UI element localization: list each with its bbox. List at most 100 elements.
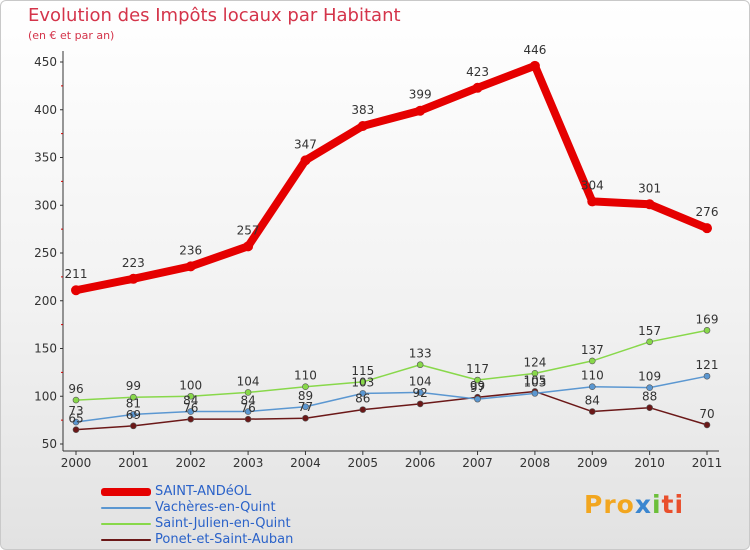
data-point [72, 396, 80, 404]
data-point [703, 421, 711, 429]
legend-label: SAINT-ANDéOL [155, 484, 252, 499]
data-label: 96 [68, 382, 83, 396]
legend-swatch [101, 523, 151, 525]
series-line [75, 375, 708, 423]
series-2 [72, 327, 711, 404]
data-point [302, 403, 309, 411]
data-point [187, 415, 195, 423]
data-point [302, 383, 309, 391]
x-tick-label: 2004 [290, 456, 321, 470]
data-label: 169 [696, 312, 719, 326]
data-label: 137 [581, 343, 604, 357]
data-label: 117 [466, 362, 489, 376]
y-tick-label: 150 [34, 342, 57, 356]
data-label: 124 [523, 355, 546, 369]
data-label: 73 [68, 404, 83, 418]
data-point [472, 82, 483, 93]
data-point [474, 395, 481, 403]
data-label: 97 [470, 381, 485, 395]
data-label: 105 [523, 373, 546, 387]
data-label: 276 [696, 205, 719, 219]
data-point [646, 384, 653, 391]
data-label: 423 [466, 65, 489, 79]
data-point [302, 414, 309, 422]
data-point [646, 404, 653, 412]
series-line [72, 61, 711, 295]
data-label: 77 [298, 400, 313, 414]
x-tick-label: 2002 [175, 456, 206, 470]
x-tick-label: 2011 [692, 456, 723, 470]
data-label: 65 [68, 412, 83, 426]
data-point [474, 376, 481, 384]
data-point [588, 357, 596, 365]
data-point [130, 422, 137, 430]
proxiti-logo: Proxiti [584, 490, 685, 519]
data-point [416, 361, 424, 369]
data-point [644, 199, 655, 210]
chart-axes: 50 100 150 200 250 300 350 400 450 2000 2001 2002 20… [34, 51, 722, 470]
data-point [244, 415, 252, 423]
data-point [244, 389, 252, 396]
series-line [75, 390, 708, 431]
data-point [588, 383, 596, 391]
data-point [359, 406, 367, 413]
data-point [244, 408, 252, 415]
data-label: 99 [126, 379, 141, 393]
chart-series-lines [71, 60, 712, 433]
data-label: 110 [294, 369, 317, 383]
data-point [531, 390, 539, 397]
data-label: 76 [183, 401, 198, 415]
data-label: 70 [699, 407, 714, 421]
data-label: 236 [179, 243, 202, 257]
data-point [72, 418, 80, 426]
y-tick-label: 200 [34, 294, 57, 308]
data-label: 89 [298, 389, 313, 403]
data-label: 103 [351, 375, 374, 389]
legend-label: Saint-Julien-en-Quint [155, 516, 291, 531]
data-point [529, 60, 540, 71]
data-point [703, 327, 711, 334]
data-point [130, 393, 137, 401]
y-tick-label: 400 [34, 103, 57, 117]
data-point [187, 408, 195, 415]
y-tick-label: 450 [34, 55, 57, 69]
x-tick-label: 2007 [462, 456, 493, 470]
series-0 [71, 60, 712, 296]
data-label: 115 [351, 364, 374, 378]
legend-swatch [101, 539, 151, 541]
data-point [416, 400, 424, 408]
data-label: 86 [355, 392, 370, 406]
data-label: 257 [237, 223, 260, 237]
x-tick-label: 2010 [634, 456, 665, 470]
data-point [416, 389, 424, 396]
data-point [587, 196, 598, 207]
data-label: 69 [126, 408, 141, 422]
y-tick-label: 300 [34, 198, 57, 212]
y-tick-label: 50 [42, 437, 57, 451]
legend-swatch [101, 507, 151, 509]
data-point [357, 120, 368, 131]
chart-title: Evolution des Impôts locaux par Habitant [28, 5, 401, 26]
y-tick-label: 350 [34, 151, 57, 165]
data-label: 109 [638, 370, 661, 384]
data-label: 92 [413, 386, 428, 400]
data-point [359, 390, 367, 397]
x-tick-label: 2008 [520, 456, 551, 470]
legend-swatch [101, 488, 151, 496]
data-label: 81 [126, 396, 141, 410]
data-label: 103 [523, 375, 546, 389]
y-tick-label: 100 [34, 389, 57, 403]
data-label: 84 [183, 394, 198, 408]
legend-label: Vachères-en-Quint [155, 500, 276, 515]
x-tick-label: 2000 [61, 456, 92, 470]
data-label: 84 [585, 394, 600, 408]
data-label: 88 [642, 390, 657, 404]
data-point [71, 285, 81, 296]
data-label: 133 [409, 347, 432, 361]
data-label: 104 [409, 374, 432, 388]
data-label: 100 [179, 378, 202, 392]
x-tick-label: 2005 [348, 456, 379, 470]
x-tick-label: 2006 [405, 456, 436, 470]
